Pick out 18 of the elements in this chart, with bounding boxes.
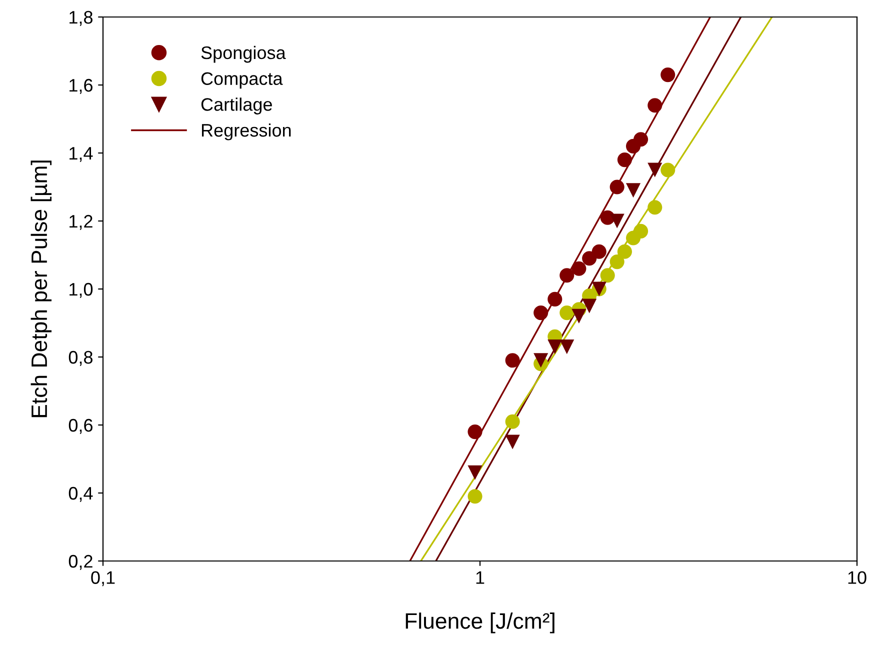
- y-tick-label: 0,8: [68, 350, 92, 366]
- legend-label: Spongiosa: [201, 46, 286, 63]
- y-tick-label: 1,0: [70, 282, 93, 298]
- y-tick-label: 1,2: [70, 214, 92, 230]
- y-tick-label: 0,6: [68, 418, 92, 434]
- y-tick-label: 0,4: [68, 486, 93, 502]
- y-tick-label: 0,2: [68, 554, 92, 570]
- legend-label: Compacta: [201, 72, 283, 89]
- x-axis-title: Fluence [J/cm²]: [406, 612, 554, 634]
- x-tick-label: 10: [848, 571, 866, 584]
- x-tick-label: 1: [476, 571, 484, 584]
- y-tick-label: 1,4: [70, 147, 93, 162]
- y-axis-title: Etch Detph per Pulse [µm]: [30, 160, 52, 418]
- x-tick-label: 0,1: [91, 571, 115, 586]
- y-tick-label: 1,6: [70, 78, 92, 94]
- legend-label: Regression: [202, 123, 291, 140]
- legend-label: Cartilage: [201, 98, 272, 114]
- y-tick-label: 1,8: [70, 10, 92, 26]
